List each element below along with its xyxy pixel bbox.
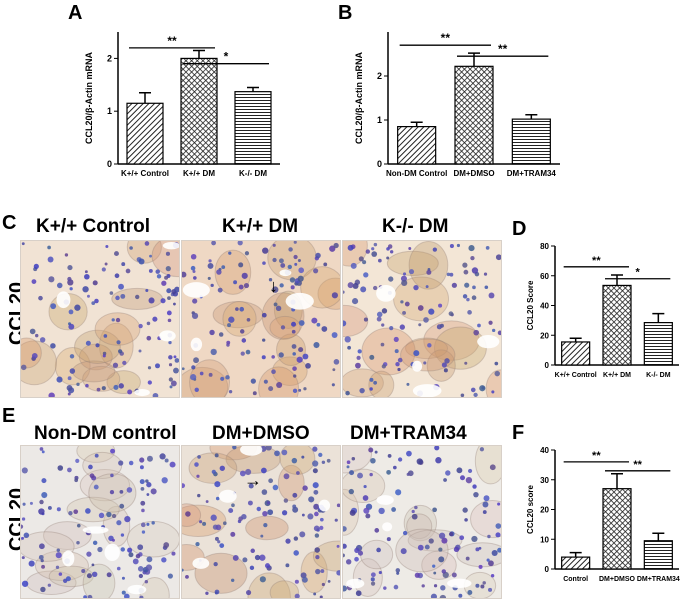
significance-marker: **: [498, 42, 508, 56]
error-bar: [247, 86, 259, 92]
micrograph-label-dm-tram34: DM+TRAM34: [350, 423, 467, 444]
bar: [397, 125, 437, 165]
bar: [561, 556, 591, 570]
y-tick-label: 0: [107, 159, 112, 169]
y-tick-label: 2: [377, 71, 382, 81]
arrow-indicator-row2: →: [244, 470, 262, 490]
tissue-texture: [21, 241, 179, 397]
error-bar: [611, 274, 623, 286]
x-tick-label: K+/+ Control: [121, 169, 169, 178]
chart-a: 0 1 2 CCL20/β-Actin mRNA K+/+ Control K+/+ DM…: [70, 12, 290, 192]
x-tick-label: Non-DM Control: [386, 169, 447, 178]
y-tick-label: 1: [377, 115, 382, 125]
x-tick-label: DM+DMSO: [453, 169, 494, 178]
x-tick-label: K+/+ DM: [603, 372, 631, 379]
chart-f-svg: 0 10 20 30 40 CCL20 score Control DM+DMSO DM+TRA…: [526, 446, 680, 583]
y-tick-label: 0: [377, 159, 382, 169]
significance-marker: **: [592, 255, 601, 267]
bar: [511, 118, 551, 165]
x-tick-label: DM+TRAM34: [637, 576, 680, 583]
micrograph-label-dm-dmso: DM+DMSO: [212, 423, 310, 444]
y-axis-label: CCL20/β-Actin mRNA: [84, 52, 94, 145]
error-bar: [139, 91, 151, 104]
y-axis-label: CCL20/β-Actin mRNA: [354, 52, 364, 145]
chart-f: 0 10 20 30 40 CCL20 score Control DM+DMSO DM+TRA…: [515, 432, 685, 597]
y-tick-label: 20: [540, 506, 549, 515]
chart-d: 0 20 40 60 80 CCL20 Score K+/+ Control K+/+ DM K…: [515, 228, 685, 393]
significance-marker: *: [224, 50, 229, 64]
y-tick-label: 30: [540, 476, 549, 485]
x-tick-label: Control: [563, 576, 588, 583]
panel-letter-c: C: [2, 212, 17, 234]
chart-b-svg: 0 1 2 CCL20/β-Actin mRNA Non-DM Control DM+DM…: [354, 31, 560, 178]
bar: [643, 540, 673, 570]
bar: [602, 488, 632, 570]
error-bar: [525, 113, 538, 120]
y-tick-label: 0: [545, 565, 550, 574]
error-bar: [569, 337, 582, 342]
chart-d-svg: 0 20 40 60 80 CCL20 Score K+/+ Control K+/+ DM K…: [526, 242, 679, 379]
x-tick-label: K+/+ DM: [183, 169, 215, 178]
y-tick-label: 60: [540, 272, 549, 281]
micrograph-non-dm-control: [20, 445, 180, 599]
panel-letter-a: A: [68, 2, 83, 24]
y-tick-label: 20: [540, 331, 549, 340]
y-tick-label: 0: [545, 361, 550, 370]
y-tick-label: 2: [107, 53, 112, 63]
y-tick-label: 80: [540, 242, 549, 251]
micrograph-label-k-dm: K+/+ DM: [222, 216, 299, 237]
significance-marker: *: [636, 267, 641, 279]
micrograph-k-control: [20, 240, 180, 398]
tissue-texture: [21, 446, 179, 598]
panel-letter-f: F: [512, 422, 525, 444]
micrograph-label-kko-dm: K-/- DM: [382, 216, 449, 237]
x-tick-label: K-/- DM: [646, 372, 671, 379]
significance-marker: **: [633, 459, 642, 471]
x-tick-label: K-/- DM: [239, 169, 267, 178]
y-tick-label: 40: [540, 446, 549, 455]
bar: [454, 65, 494, 165]
micrograph-dm-tram34: [342, 445, 502, 599]
micrograph-kko-dm: [342, 240, 502, 398]
arrow-indicator-row1: ↓: [269, 276, 278, 296]
bar: [126, 102, 164, 165]
significance-marker: **: [167, 34, 177, 48]
chart-b: 0 1 2 CCL20/β-Actin mRNA Non-DM Control DM+DM…: [340, 12, 570, 192]
error-bar: [652, 532, 665, 541]
micrograph-k-dm: [181, 240, 341, 398]
error-bar: [468, 52, 480, 67]
significance-marker: **: [592, 450, 601, 462]
panel-letter-d: D: [512, 218, 527, 240]
y-tick-label: 10: [540, 535, 549, 544]
error-bar: [611, 473, 623, 489]
tissue-texture: [343, 446, 501, 598]
bar: [561, 341, 591, 366]
bar: [602, 284, 632, 366]
x-tick-label: DM+TRAM34: [507, 169, 557, 178]
bar: [643, 322, 673, 366]
x-tick-label: DM+DMSO: [599, 576, 636, 583]
micrograph-dm-dmso: [181, 445, 341, 599]
x-tick-label: K+/+ Control: [555, 372, 597, 379]
error-bar: [410, 121, 423, 127]
bar: [180, 57, 218, 165]
micrograph-label-k-control: K+/+ Control: [36, 216, 151, 237]
y-axis-label: CCL20 Score: [526, 280, 535, 330]
error-bar: [193, 49, 205, 59]
tissue-texture: [182, 241, 340, 397]
chart-a-svg: 0 1 2 CCL20/β-Actin mRNA K+/+ Control K+/+ DM…: [84, 32, 280, 178]
y-axis-label: CCL20 score: [526, 485, 535, 534]
y-tick-label: 1: [107, 106, 112, 116]
significance-marker: **: [441, 31, 451, 45]
tissue-texture: [343, 241, 501, 397]
micrograph-label-non-dm-control: Non-DM control: [34, 423, 177, 444]
tissue-texture: [182, 446, 340, 598]
panel-letter-b: B: [338, 2, 353, 24]
bar: [234, 91, 272, 165]
error-bar: [569, 551, 582, 558]
error-bar: [652, 312, 665, 323]
y-tick-label: 40: [540, 302, 549, 311]
panel-letter-e: E: [2, 405, 16, 427]
